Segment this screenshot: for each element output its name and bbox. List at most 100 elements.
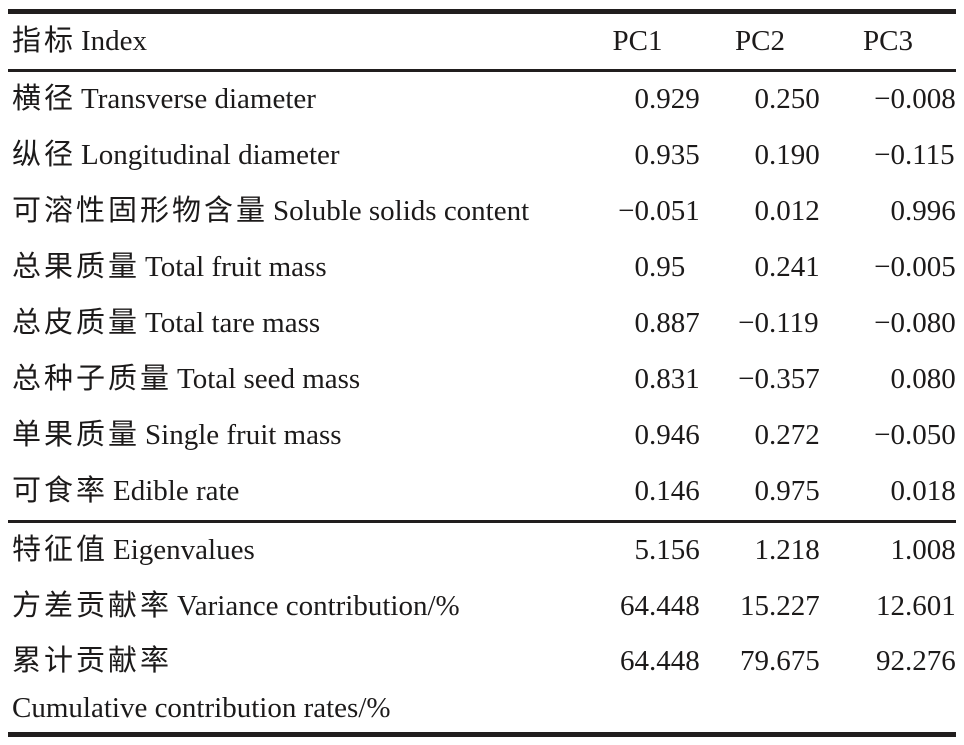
- cell-value: 79.675: [740, 645, 820, 677]
- cell-pc3: 1.008: [820, 520, 956, 579]
- cell-pc3: 92.276: [820, 635, 956, 735]
- row-label: 累计贡献率 Cumulative contribution rates/%: [8, 635, 575, 735]
- cell-pc1: 0.935: [575, 128, 700, 184]
- cell-value: 1.218: [754, 534, 820, 567]
- row-label-en: Transverse diameter: [81, 83, 316, 116]
- table-row-edible-rate: 可食率 Edible rate 0.146 0.975 0.018: [8, 464, 956, 522]
- table-row-longitudinal-diameter: 纵径 Longitudinal diameter 0.935 0.190 −0.1…: [8, 128, 956, 184]
- cell-value: 0.929: [634, 83, 700, 116]
- cell-value: −0.005: [874, 251, 956, 284]
- table-row-total-seed-mass: 总种子质量 Total seed mass 0.831 −0.357 0.080: [8, 352, 956, 408]
- row-label-zh: 累计贡献率: [12, 645, 173, 677]
- cell-pc3: 0.018: [820, 464, 956, 522]
- cell-value: 64.448: [620, 590, 700, 623]
- cell-pc2: 0.975: [700, 464, 820, 522]
- row-label-en: Variance contribution/%: [177, 590, 460, 623]
- cell-value: 0.018: [890, 475, 956, 508]
- cell-value: 0.887: [634, 307, 700, 340]
- header-row: 指标 Index PC1 PC2 PC3: [8, 11, 956, 72]
- table-row-soluble-solids-content: 可溶性固形物含量 Soluble solids content −0.051 0.…: [8, 184, 956, 240]
- cell-pc1: 64.448: [575, 579, 700, 635]
- row-label-en: Total seed mass: [177, 363, 361, 396]
- cell-pc1: 5.156: [575, 520, 700, 579]
- header-pc3: PC3: [820, 11, 956, 72]
- row-label-zh: 总果质量: [12, 251, 141, 284]
- cell-pc3: −0.115: [820, 128, 956, 184]
- row-label: 横径 Transverse diameter: [8, 71, 575, 129]
- row-label-zh: 方差贡献率: [12, 590, 173, 623]
- cell-pc1: 0.887: [575, 296, 700, 352]
- row-label: 总皮质量 Total tare mass: [8, 296, 575, 352]
- row-label-en: Soluble solids content: [273, 195, 530, 228]
- table-row-total-fruit-mass: 总果质量 Total fruit mass 0.95 0.241 −0.005: [8, 240, 956, 296]
- header-pc2: PC2: [700, 11, 820, 72]
- row-label-zh: 纵径: [12, 139, 77, 172]
- cell-pc1: 0.929: [575, 71, 700, 129]
- cell-pc3: −0.005: [820, 240, 956, 296]
- table-row-variance-contribution: 方差贡献率 Variance contribution/% 64.448 15.2…: [8, 579, 956, 635]
- row-label-zh: 横径: [12, 83, 77, 116]
- row-label-zh: 单果质量: [12, 419, 141, 452]
- table-row-single-fruit-mass: 单果质量 Single fruit mass 0.946 0.272 −0.050: [8, 408, 956, 464]
- cell-pc3: 0.996: [820, 184, 956, 240]
- cell-pc2: 0.272: [700, 408, 820, 464]
- cell-pc1: 0.146: [575, 464, 700, 522]
- table-header: 指标 Index PC1 PC2 PC3: [8, 11, 956, 72]
- cell-value: 0.946: [634, 419, 700, 452]
- cell-value: 92.276: [876, 645, 956, 677]
- row-label-zh: 总皮质量: [12, 307, 141, 340]
- table-body: 横径 Transverse diameter 0.929 0.250 −0.008…: [8, 71, 956, 735]
- cell-pc2: −0.357: [700, 352, 820, 408]
- cell-pc2: 79.675: [700, 635, 820, 735]
- cell-value: 0.012: [754, 195, 820, 228]
- cell-pc2: 0.241: [700, 240, 820, 296]
- row-label-zh: 可溶性固形物含量: [12, 195, 269, 228]
- cell-value: −0.008: [874, 83, 956, 116]
- cell-value: −0.051: [618, 195, 700, 228]
- row-label: 可溶性固形物含量 Soluble solids content: [8, 184, 575, 240]
- cell-value: 0.996: [890, 195, 956, 228]
- row-label-en: Edible rate: [113, 475, 240, 508]
- cell-value: 15.227: [740, 590, 820, 623]
- cell-pc2: 0.190: [700, 128, 820, 184]
- cell-value: 0.831: [634, 363, 700, 396]
- header-index-zh: 指标: [12, 24, 77, 57]
- cell-pc3: −0.050: [820, 408, 956, 464]
- row-label: 可食率 Edible rate: [8, 464, 575, 522]
- table-row-transverse-diameter: 横径 Transverse diameter 0.929 0.250 −0.008: [8, 71, 956, 129]
- cell-pc3: 12.601: [820, 579, 956, 635]
- cell-pc1: 0.95: [575, 240, 700, 296]
- row-label-zh: 可食率: [12, 475, 109, 508]
- row-label: 单果质量 Single fruit mass: [8, 408, 575, 464]
- row-label-zh: 总种子质量: [12, 363, 173, 396]
- cell-pc2: 15.227: [700, 579, 820, 635]
- row-label: 纵径 Longitudinal diameter: [8, 128, 575, 184]
- row-label-zh: 特征值: [12, 534, 109, 567]
- row-label-en: Single fruit mass: [145, 419, 342, 452]
- table-row-eigenvalues: 特征值 Eigenvalues 5.156 1.218 1.008: [8, 520, 956, 579]
- row-label: 总种子质量 Total seed mass: [8, 352, 575, 408]
- cell-pc1: 0.831: [575, 352, 700, 408]
- row-label-en: Total fruit mass: [145, 251, 327, 284]
- row-label-en: Total tare mass: [145, 307, 321, 340]
- cell-value: 0.146: [634, 475, 700, 508]
- row-label-en: Eigenvalues: [113, 534, 255, 567]
- cell-value: 0.250: [754, 83, 820, 116]
- cell-value: 0.190: [754, 139, 820, 172]
- cell-pc1: 0.946: [575, 408, 700, 464]
- cell-value: −0.080: [874, 307, 956, 340]
- row-label-en: Cumulative contribution rates/%: [12, 692, 391, 724]
- cell-value: 0.241: [754, 251, 820, 284]
- cell-value: −0.357: [738, 363, 820, 396]
- cell-value: −0.119: [738, 307, 819, 340]
- cell-value: 0.95: [634, 251, 686, 284]
- row-label: 方差贡献率 Variance contribution/%: [8, 579, 575, 635]
- cell-value: 0.975: [754, 475, 820, 508]
- cell-pc2: 0.250: [700, 71, 820, 129]
- cell-value: 1.008: [890, 534, 956, 567]
- row-label-en: Longitudinal diameter: [81, 139, 340, 172]
- header-index: 指标 Index: [8, 11, 575, 72]
- cell-pc2: 0.012: [700, 184, 820, 240]
- cell-value: 64.448: [620, 645, 700, 677]
